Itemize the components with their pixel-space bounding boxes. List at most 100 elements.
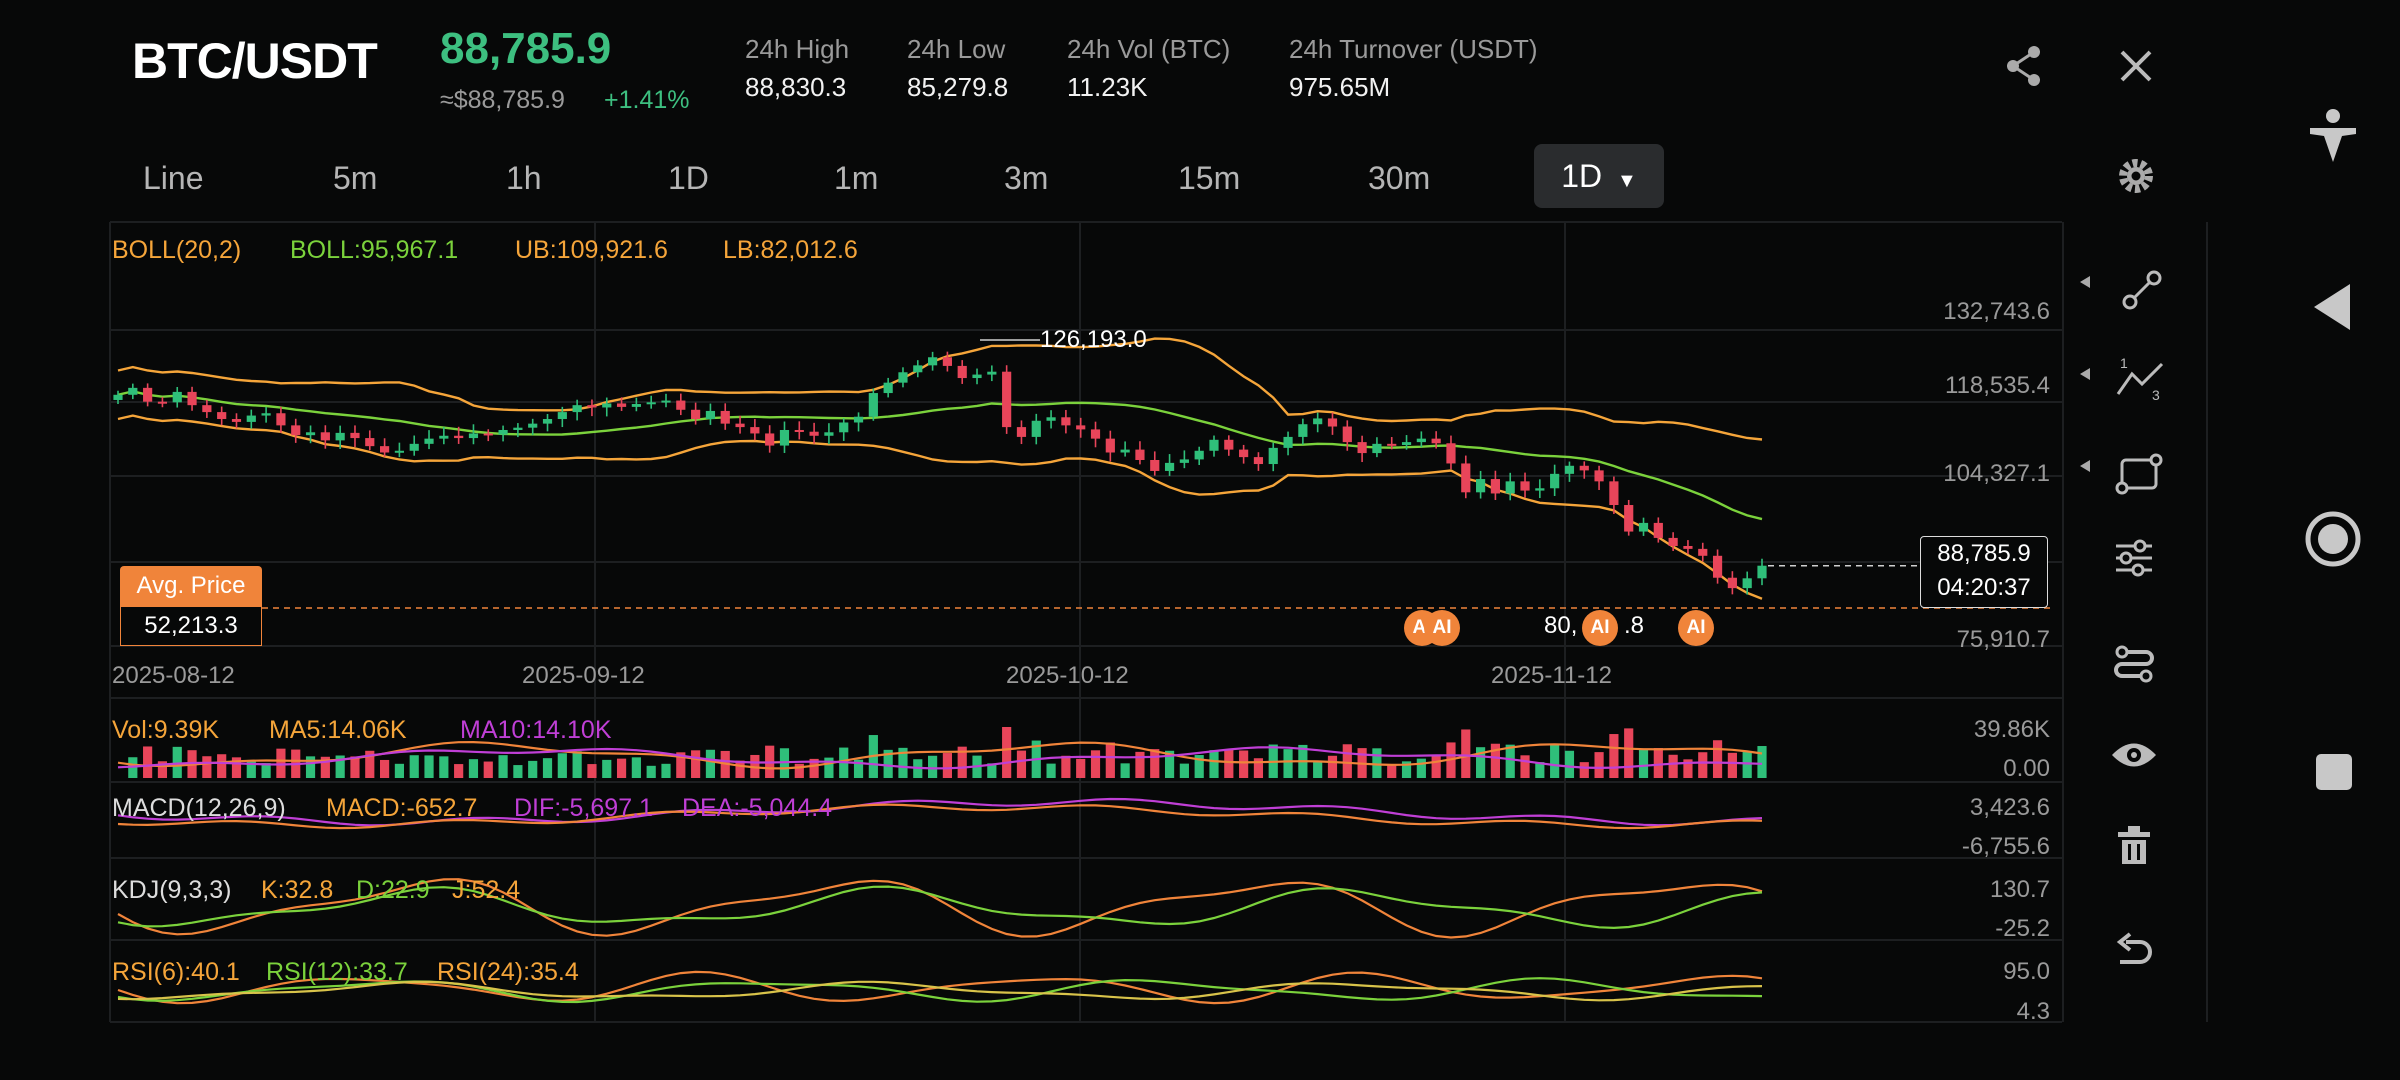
rectangle-tool[interactable]: [2076, 442, 2176, 502]
candle-body: [972, 374, 982, 379]
volume-bar: [1209, 750, 1219, 778]
current-price-value: 88,785.9: [1937, 540, 2031, 567]
candle-body: [1179, 459, 1189, 463]
volume-bar: [942, 753, 952, 778]
candle-body: [587, 405, 597, 408]
volume-bar: [705, 749, 716, 778]
candle-body: [1061, 417, 1071, 426]
nav-recents-icon[interactable]: [2314, 752, 2354, 792]
stat-24h-high-value: 88,830.3: [745, 72, 847, 102]
candle-body: [898, 372, 908, 383]
tab-1d[interactable]: 1D: [668, 160, 709, 196]
candle-body: [1357, 442, 1367, 454]
volume-bar: [1505, 744, 1515, 778]
date-axis-label: 2025-08-12: [112, 662, 235, 689]
candle-body: [928, 357, 938, 366]
kdj-axis-tick: -25.2: [1995, 915, 2050, 942]
candle-body: [1638, 522, 1649, 532]
candle-body: [1209, 439, 1219, 451]
usd-price: ≈$88,785.9: [440, 86, 565, 114]
candle-body: [320, 432, 330, 441]
candle-body: [868, 393, 878, 417]
vol-axis-tick: 39.86K: [1973, 716, 2050, 743]
candle-body: [602, 403, 612, 408]
candle-body: [1505, 481, 1515, 494]
kdj-k-line: [117, 878, 1763, 939]
candle-body: [1239, 449, 1249, 458]
undo-icon[interactable]: [2114, 932, 2154, 972]
kdj-legend-k: K:32.8: [261, 876, 334, 904]
boll-upper-line: [117, 337, 1763, 441]
tab-30m[interactable]: 30m: [1368, 160, 1431, 196]
tab-3m[interactable]: 3m: [1004, 160, 1049, 196]
ai-badge[interactable]: AI: [1424, 610, 1460, 646]
trendline-tool[interactable]: [2076, 258, 2176, 318]
volume-bar: [557, 753, 567, 778]
tab-line[interactable]: Line: [143, 160, 204, 196]
candle-body: [1224, 439, 1234, 450]
rsi-24-line: [117, 980, 1763, 1002]
candle-body: [528, 423, 538, 428]
volume-bar: [454, 764, 464, 778]
volume-bar: [542, 758, 553, 778]
accessibility-icon[interactable]: [2308, 108, 2358, 164]
candle-body: [276, 413, 286, 426]
volume-bar: [824, 757, 834, 778]
sliders-icon[interactable]: [2112, 536, 2156, 580]
kdj-d-line: [117, 885, 1763, 930]
volume-bar: [928, 755, 938, 778]
svg-text:1: 1: [2120, 355, 2128, 371]
share-icon[interactable]: [2004, 44, 2044, 88]
candle-body: [616, 403, 627, 407]
volume-bar: [1416, 758, 1426, 778]
volume-bar: [1135, 751, 1145, 778]
candle-body: [1668, 537, 1678, 546]
candle-body: [1401, 442, 1412, 445]
ai-badge[interactable]: AI: [1582, 610, 1618, 646]
volume-bar: [1624, 728, 1634, 778]
interval-dropdown[interactable]: 1D ▼: [1534, 144, 1664, 208]
pair-title[interactable]: BTC/USDT: [132, 33, 378, 89]
candle-body: [1090, 429, 1101, 439]
candle-body: [676, 400, 686, 410]
candle-body: [128, 387, 138, 395]
candle-body: [735, 423, 745, 428]
kdj-legend-label: KDJ(9,3,3): [112, 876, 232, 904]
volume-bar: [853, 759, 864, 778]
tab-15m[interactable]: 15m: [1178, 160, 1241, 196]
volume-bar: [646, 765, 656, 778]
volume-bar: [1461, 729, 1471, 778]
volume-bar: [217, 754, 227, 778]
indicators-icon[interactable]: [2112, 640, 2156, 684]
volume-bar: [1550, 744, 1560, 778]
candle-body: [1446, 443, 1456, 464]
trendline-icon: [2122, 270, 2162, 310]
volume-bar: [587, 764, 597, 778]
price-axis-tick: 104,327.1: [1943, 460, 2050, 487]
candle-body: [350, 432, 360, 439]
volume-bar: [1594, 752, 1604, 778]
trash-icon[interactable]: [2116, 826, 2152, 866]
tab-1m[interactable]: 1m: [834, 160, 879, 196]
fib-tool[interactable]: 13: [2076, 350, 2176, 410]
date-axis-label: 2025-11-12: [1491, 662, 1612, 689]
eye-icon[interactable]: [2110, 738, 2158, 772]
tab-5m[interactable]: 5m: [333, 160, 378, 196]
candle-body: [794, 429, 804, 432]
nav-home-icon[interactable]: [2304, 510, 2362, 568]
volume-bar: [498, 755, 508, 778]
boll-legend-ub: UB:109,921.6: [515, 236, 668, 264]
close-icon[interactable]: [2118, 48, 2154, 84]
tab-1h[interactable]: 1h: [506, 160, 542, 196]
candle-body: [720, 410, 730, 424]
volume-bar: [676, 752, 686, 778]
nav-back-icon[interactable]: [2312, 282, 2352, 332]
volume-bar: [1579, 762, 1589, 778]
rsi-legend-24: RSI(24):35.4: [437, 958, 579, 986]
candle-body: [705, 410, 716, 420]
settings-gear-icon[interactable]: [2116, 156, 2156, 196]
expand-arrow-icon: [2080, 368, 2090, 380]
ai-badge[interactable]: AI: [1678, 610, 1714, 646]
macd-dea-line: [117, 803, 1763, 830]
